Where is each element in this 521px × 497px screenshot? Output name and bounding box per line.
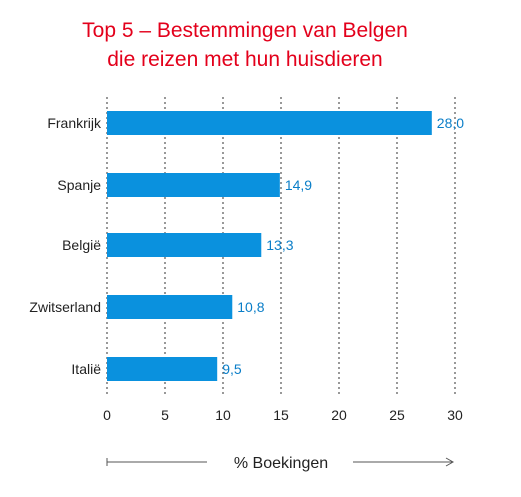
bar-frankrijk (107, 111, 432, 135)
bar-italië (107, 357, 218, 381)
axis-arrow-head-icon (445, 457, 455, 467)
category-label: België (62, 237, 101, 253)
bar-zwitserland (107, 295, 233, 319)
chart-title-line-2: die reizen met hun huisdieren (107, 48, 383, 71)
chart-title: Top 5 – Bestemmingen van Belgen die reiz… (0, 16, 490, 74)
value-label: 28,0 (437, 115, 464, 131)
bar-series (107, 111, 432, 381)
x-tick-label: 5 (161, 407, 169, 423)
x-tick-label: 20 (331, 407, 347, 423)
value-labels: 28,0 14,9 13,3 10,8 9,5 (222, 115, 464, 377)
chart-title-line-1: Top 5 – Bestemmingen van Belgen (82, 19, 408, 42)
value-label: 9,5 (222, 361, 242, 377)
x-tick-label: 10 (215, 407, 231, 423)
value-label: 13,3 (266, 237, 293, 253)
bar-spanje (107, 173, 280, 197)
bar-belgië (107, 233, 262, 257)
category-label: Italië (71, 361, 101, 377)
x-tick-label: 15 (273, 407, 289, 423)
category-label: Frankrijk (47, 115, 102, 131)
x-axis-ticks: 0 5 10 15 20 25 30 (103, 407, 463, 423)
x-tick-label: 25 (389, 407, 405, 423)
x-tick-label: 0 (103, 407, 111, 423)
x-axis-title: % Boekingen (234, 455, 328, 472)
x-axis-title-group: % Boekingen (106, 455, 455, 472)
category-label: Spanje (57, 177, 101, 193)
value-label: 14,9 (285, 177, 312, 193)
value-label: 10,8 (237, 299, 264, 315)
category-label: Zwitserland (29, 299, 101, 315)
category-labels: Frankrijk Spanje België Zwitserland Italië (29, 115, 102, 377)
x-tick-label: 30 (447, 407, 463, 423)
